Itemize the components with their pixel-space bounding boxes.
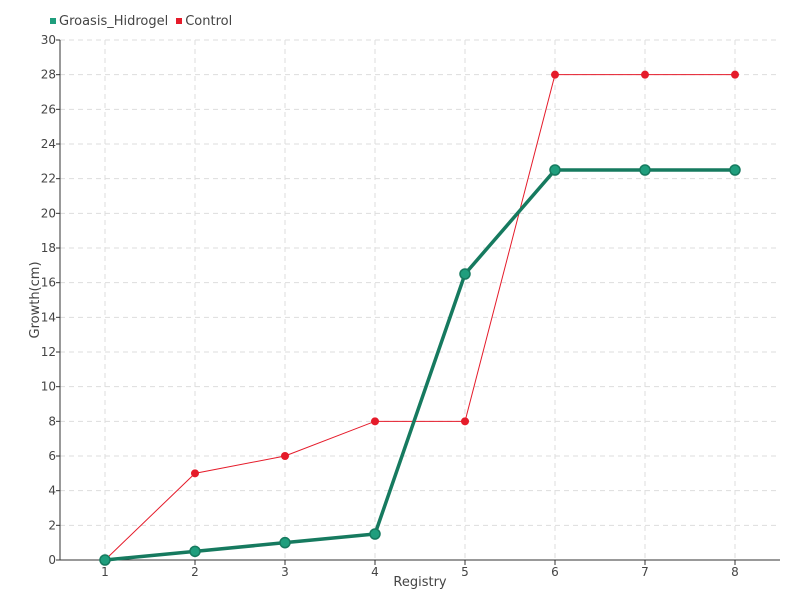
legend: Groasis_Hidrogel Control <box>50 12 232 30</box>
y-tick-label: 10 <box>41 380 56 394</box>
x-tick-label: 6 <box>551 565 559 579</box>
x-tick-label: 3 <box>281 565 289 579</box>
data-point-control <box>461 417 469 426</box>
x-tick-label: 1 <box>101 565 109 579</box>
x-tick-label: 5 <box>461 565 469 579</box>
data-point-groasis <box>99 554 111 566</box>
data-point-control <box>371 417 379 426</box>
y-tick-label: 4 <box>48 484 56 498</box>
legend-swatch-groasis <box>50 18 56 24</box>
x-tick-label: 2 <box>191 565 199 579</box>
y-tick-label: 20 <box>41 206 56 220</box>
y-tick-label: 22 <box>41 172 56 186</box>
series-line-control <box>104 74 735 561</box>
data-point-groasis <box>369 528 381 540</box>
data-point-control <box>191 469 199 478</box>
y-tick-label: 18 <box>41 241 56 255</box>
y-tick-label: 2 <box>48 518 56 532</box>
y-tick-label: 6 <box>48 449 56 463</box>
data-point-groasis <box>279 536 291 549</box>
y-tick-label: 0 <box>48 553 56 567</box>
data-point-groasis <box>729 164 741 176</box>
series-line-groasis <box>104 168 735 562</box>
y-tick-label: 14 <box>41 310 56 324</box>
legend-label-groasis: Groasis_Hidrogel <box>59 13 169 29</box>
y-tick-label: 26 <box>41 102 56 116</box>
data-point-groasis <box>189 545 201 558</box>
x-tick-label: 4 <box>371 565 379 579</box>
data-point-control <box>641 70 649 79</box>
legend-item-groasis[interactable]: Groasis_Hidrogel <box>50 14 168 29</box>
data-point-control <box>281 452 289 460</box>
data-point-groasis <box>459 268 471 280</box>
x-tick-label: 8 <box>731 565 739 579</box>
data-point-control <box>731 70 739 79</box>
x-axis-label: Registry <box>393 575 447 590</box>
legend-swatch-control <box>176 18 183 24</box>
y-tick-label: 24 <box>41 137 56 151</box>
y-tick-label: 30 <box>41 33 56 47</box>
legend-label-control: Control <box>185 13 233 29</box>
data-point-groasis <box>639 164 651 176</box>
data-point-control <box>551 70 559 79</box>
y-axis-label: Growth(cm) <box>28 261 43 338</box>
data-point-groasis <box>549 164 561 176</box>
x-tick-label: 7 <box>641 565 649 579</box>
y-tick-label: 12 <box>41 345 56 359</box>
y-tick-label: 28 <box>41 68 56 82</box>
y-tick-label: 8 <box>48 414 56 428</box>
y-tick-label: 16 <box>41 276 56 290</box>
legend-item-control[interactable]: Control <box>176 14 232 29</box>
